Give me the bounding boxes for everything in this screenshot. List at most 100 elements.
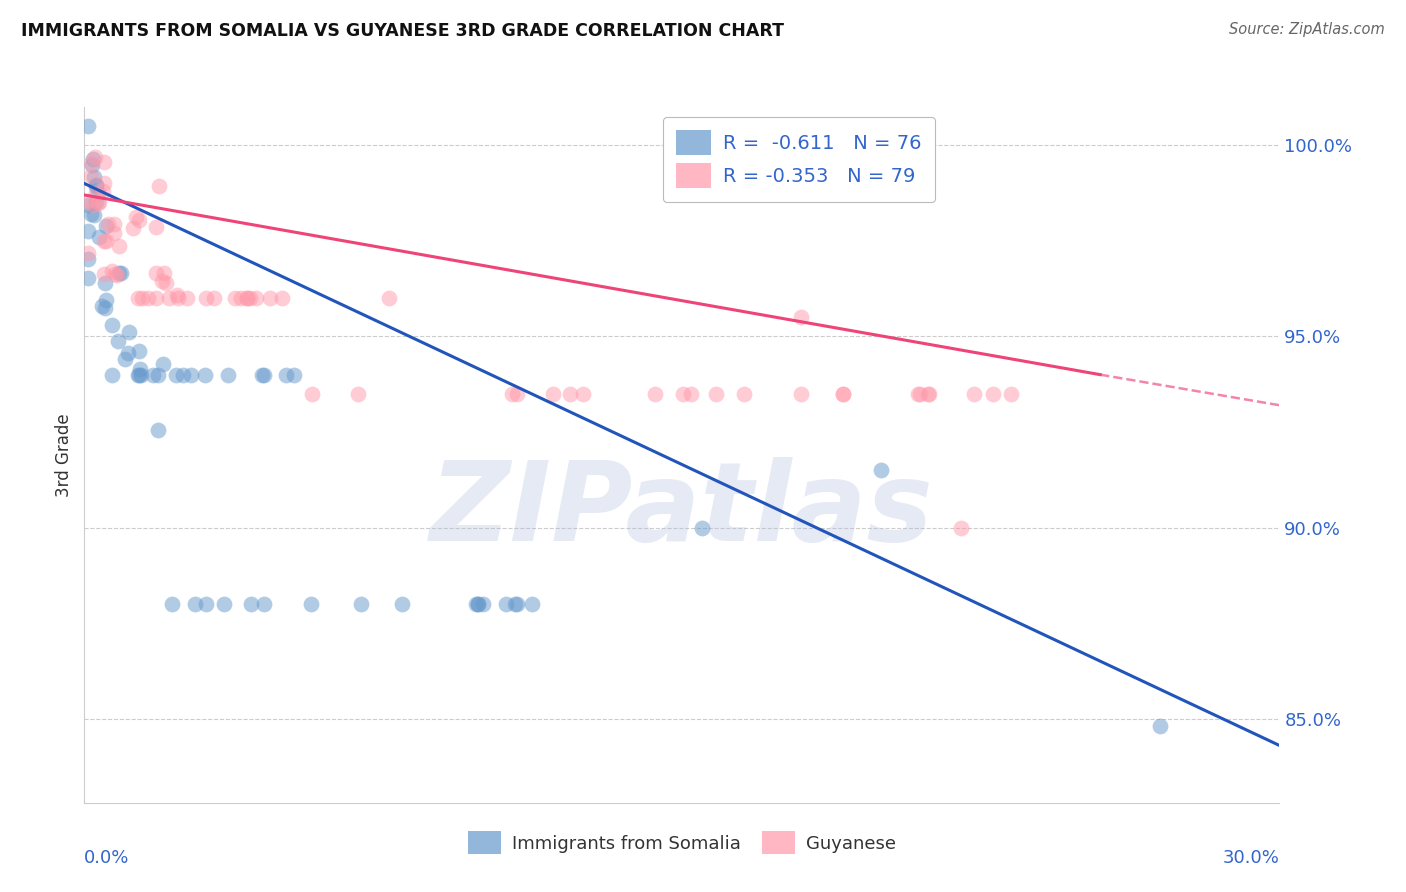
- Point: [907, 386, 929, 401]
- Point: [506, 597, 529, 611]
- Point: [101, 368, 124, 382]
- Point: [83, 169, 105, 184]
- Point: [84, 150, 107, 164]
- Point: [128, 343, 150, 358]
- Point: [94, 276, 117, 290]
- Point: [239, 291, 262, 305]
- Point: [118, 325, 141, 339]
- Point: [93, 267, 115, 281]
- Point: [166, 288, 188, 302]
- Point: [165, 368, 187, 382]
- Point: [87, 195, 110, 210]
- Point: [733, 386, 755, 401]
- Point: [274, 368, 297, 382]
- Point: [520, 597, 543, 611]
- Point: [391, 597, 413, 611]
- Point: [100, 318, 122, 332]
- Point: [236, 291, 259, 305]
- Point: [77, 119, 100, 133]
- Point: [83, 208, 105, 222]
- Point: [224, 291, 246, 305]
- Text: Source: ZipAtlas.com: Source: ZipAtlas.com: [1229, 22, 1385, 37]
- Point: [121, 220, 143, 235]
- Point: [146, 423, 169, 437]
- Point: [125, 210, 148, 224]
- Point: [176, 291, 198, 305]
- Point: [94, 293, 117, 307]
- Point: [127, 368, 149, 382]
- Text: IMMIGRANTS FROM SOMALIA VS GUYANESE 3RD GRADE CORRELATION CHART: IMMIGRANTS FROM SOMALIA VS GUYANESE 3RD …: [21, 22, 785, 40]
- Point: [107, 334, 129, 349]
- Point: [84, 179, 107, 194]
- Point: [77, 198, 100, 212]
- Point: [77, 224, 100, 238]
- Point: [86, 194, 108, 209]
- Point: [172, 368, 194, 382]
- Point: [82, 158, 104, 172]
- Point: [93, 177, 115, 191]
- Point: [505, 597, 527, 611]
- Point: [299, 597, 322, 611]
- Point: [349, 597, 371, 611]
- Point: [80, 156, 103, 170]
- Point: [79, 206, 101, 220]
- Point: [1149, 719, 1171, 733]
- Point: [471, 597, 494, 611]
- Y-axis label: 3rd Grade: 3rd Grade: [55, 413, 73, 497]
- Point: [252, 597, 274, 611]
- Point: [150, 275, 173, 289]
- Point: [104, 267, 127, 281]
- Point: [250, 368, 273, 382]
- Point: [467, 597, 489, 611]
- Point: [271, 291, 294, 305]
- Point: [94, 234, 117, 248]
- Point: [832, 386, 855, 401]
- Point: [77, 252, 100, 266]
- Point: [155, 277, 177, 291]
- Point: [152, 357, 174, 371]
- Point: [77, 194, 100, 209]
- Point: [790, 310, 813, 325]
- Point: [202, 291, 225, 305]
- Point: [108, 267, 131, 281]
- Point: [97, 217, 120, 231]
- Point: [84, 186, 107, 200]
- Point: [153, 267, 176, 281]
- Point: [77, 271, 100, 285]
- Point: [506, 386, 529, 401]
- Point: [571, 386, 593, 401]
- Point: [110, 266, 132, 280]
- Point: [77, 246, 100, 260]
- Point: [831, 386, 853, 401]
- Point: [180, 368, 202, 382]
- Point: [558, 386, 581, 401]
- Point: [644, 386, 666, 401]
- Point: [217, 368, 239, 382]
- Point: [162, 597, 184, 611]
- Point: [91, 184, 114, 198]
- Point: [229, 291, 252, 305]
- Point: [501, 386, 523, 401]
- Point: [679, 386, 702, 401]
- Point: [138, 291, 160, 305]
- Point: [103, 226, 125, 240]
- Point: [690, 520, 713, 534]
- Point: [541, 386, 564, 401]
- Point: [908, 386, 931, 401]
- Point: [195, 291, 218, 305]
- Point: [245, 291, 267, 305]
- Point: [148, 179, 170, 194]
- Text: 30.0%: 30.0%: [1223, 848, 1279, 867]
- Point: [129, 362, 152, 376]
- Point: [89, 195, 111, 210]
- Point: [146, 368, 169, 382]
- Point: [114, 351, 136, 366]
- Point: [672, 386, 695, 401]
- Point: [82, 152, 104, 166]
- Point: [790, 386, 813, 401]
- Point: [145, 266, 167, 280]
- Point: [117, 346, 139, 360]
- Point: [963, 386, 986, 401]
- Point: [212, 597, 235, 611]
- Point: [1000, 386, 1022, 401]
